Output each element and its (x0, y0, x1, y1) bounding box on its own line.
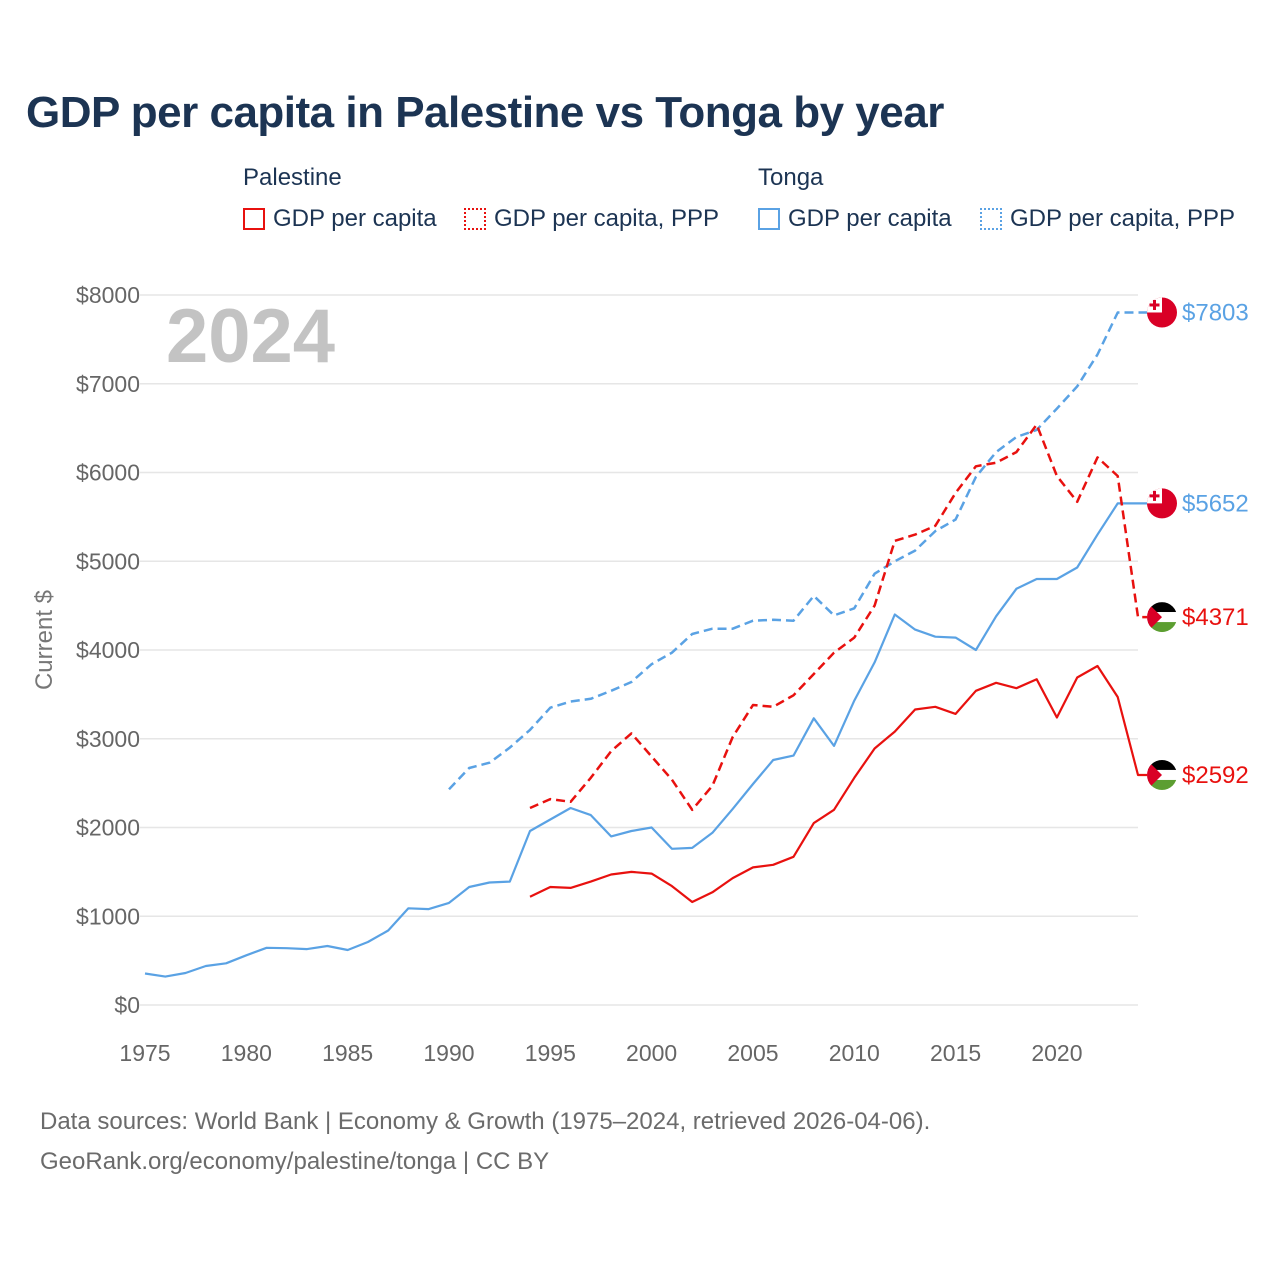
footer-credit[interactable]: GeoRank.org/economy/palestine/tonga | CC… (40, 1148, 550, 1175)
legend-item-palestine-gdp[interactable]: GDP per capita (243, 204, 437, 234)
x-tick-label: 1995 (525, 1040, 576, 1066)
series-line-2 (529, 664, 1148, 904)
y-tick-label: $1000 (76, 903, 140, 929)
y-tick-label: $8000 (76, 282, 140, 308)
end-value-label: $4371 (1182, 604, 1249, 631)
palestine-flag-icon (1147, 759, 1177, 790)
tonga-flag-icon (1147, 297, 1177, 328)
series-line-1 (448, 311, 1148, 791)
end-value-label: $7803 (1182, 299, 1249, 326)
end-labels: $5652 $7803 $2592 $4371 (1147, 297, 1249, 790)
legend-swatch-dotted-red (464, 208, 486, 230)
series-line-3 (529, 423, 1148, 812)
gridlines (140, 294, 1138, 1006)
y-axis-label: Current $ (31, 590, 58, 690)
x-tick-label: 1980 (221, 1040, 272, 1066)
x-tick-label: 1975 (119, 1040, 170, 1066)
legend-swatch-solid-blue (758, 208, 780, 230)
x-axis-ticks: 1975 1980 1985 1990 1995 2000 2005 2010 2015 2020 (119, 1040, 1082, 1066)
y-tick-label: $3000 (76, 726, 140, 752)
legend-group-tonga: Tonga (758, 164, 824, 191)
legend-label: GDP per capita (273, 205, 437, 232)
y-tick-label: $5000 (76, 548, 140, 574)
footer-sources: Data sources: World Bank | Economy & Gro… (40, 1108, 931, 1135)
series-line-0 (144, 502, 1148, 978)
legend-swatch-solid-red (243, 208, 265, 230)
legend-label: GDP per capita (788, 205, 952, 232)
tonga-flag-icon (1147, 488, 1177, 519)
y-tick-label: $7000 (76, 371, 140, 397)
legend-label: GDP per capita, PPP (1010, 205, 1235, 232)
legend-label: GDP per capita, PPP (494, 205, 719, 232)
y-axis-ticks: $0 $1000 $2000 $3000 $4000 $5000 $6000 $7000 $80… (76, 282, 140, 1018)
y-tick-label: $0 (114, 992, 140, 1018)
x-tick-label: 1985 (322, 1040, 373, 1066)
legend-group-palestine: Palestine (243, 164, 342, 191)
legend-item-palestine-gdp-ppp[interactable]: GDP per capita, PPP (464, 204, 719, 234)
line-chart: $0 $1000 $2000 $3000 $4000 $5000 $6000 $7000 $80… (31, 282, 1249, 1066)
x-tick-label: 2000 (626, 1040, 677, 1066)
x-tick-label: 2005 (727, 1040, 778, 1066)
legend-swatch-dotted-blue (980, 208, 1002, 230)
x-tick-label: 2010 (829, 1040, 880, 1066)
legend-item-tonga-gdp[interactable]: GDP per capita (758, 204, 952, 234)
end-value-label: $5652 (1182, 490, 1249, 517)
y-tick-label: $6000 (76, 460, 140, 486)
y-tick-label: $4000 (76, 637, 140, 663)
series-layer (144, 311, 1148, 978)
x-tick-label: 2015 (930, 1040, 981, 1066)
year-watermark: 2024 (166, 294, 335, 379)
chart-title: GDP per capita in Palestine vs Tonga by … (26, 88, 944, 137)
end-value-label: $2592 (1182, 762, 1249, 789)
legend-item-tonga-gdp-ppp[interactable]: GDP per capita, PPP (980, 204, 1235, 234)
x-tick-label: 2020 (1031, 1040, 1082, 1066)
palestine-flag-icon (1147, 602, 1177, 633)
y-tick-label: $2000 (76, 815, 140, 841)
x-tick-label: 1990 (423, 1040, 474, 1066)
